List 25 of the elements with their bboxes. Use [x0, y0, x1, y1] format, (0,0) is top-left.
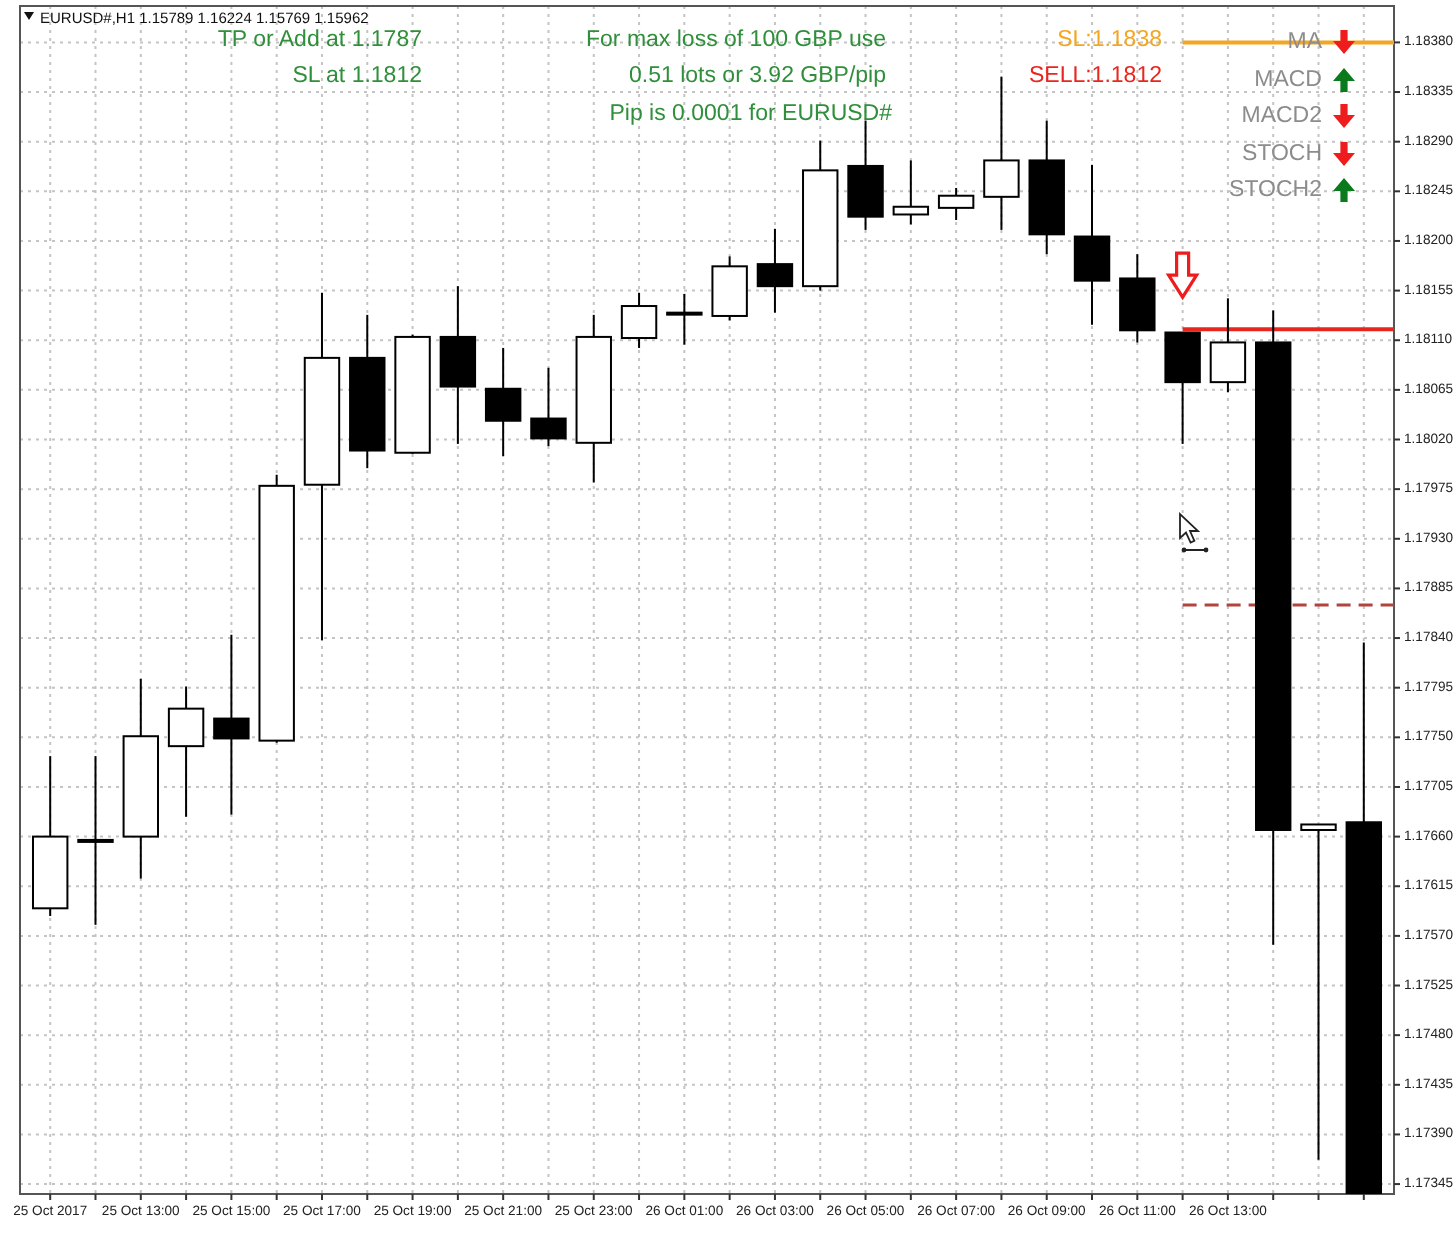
candlestick — [1300, 823, 1337, 1161]
candlestick — [756, 227, 794, 314]
series-label: SL:1.1838 — [1057, 28, 1162, 52]
candlestick — [484, 346, 522, 458]
candlestick — [937, 187, 975, 221]
annotation: MACD2 — [1241, 104, 1322, 128]
candlestick — [77, 755, 114, 926]
annotation: For max loss of 100 GBP use — [586, 28, 886, 52]
annotation: Pip is 0.0001 for EURUSD# — [609, 102, 894, 126]
candlestick — [1209, 297, 1247, 394]
candlestick — [666, 292, 703, 346]
annotation: STOCH — [1241, 142, 1322, 166]
candlestick — [213, 633, 250, 816]
candlestick — [530, 366, 567, 448]
annotation: TP or Add at 1.1787 — [217, 28, 422, 52]
candlestick — [892, 159, 930, 226]
text: SELL:1.1812 — [1028, 64, 1162, 88]
annotation: STOCH2 — [1229, 178, 1322, 202]
candlestick — [1073, 163, 1111, 326]
candlestick — [167, 685, 205, 818]
candlestick — [620, 291, 658, 349]
annotation: 0.51 lots or 3.92 GBP/pip — [629, 64, 886, 88]
candlestick — [983, 75, 1020, 231]
annotation: SL at 1.1812 — [292, 64, 422, 88]
annotation: MACD — [1254, 68, 1322, 92]
